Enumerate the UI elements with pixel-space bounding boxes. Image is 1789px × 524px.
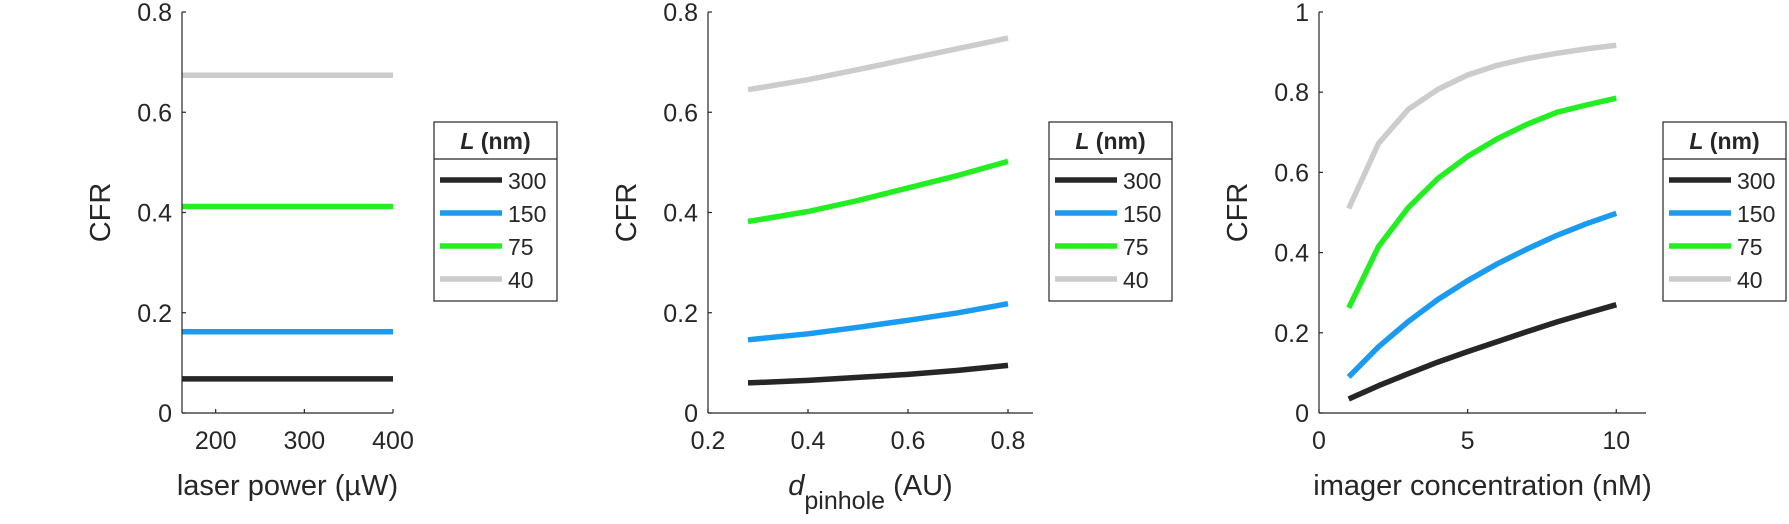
series-line-40 bbox=[747, 35, 1009, 93]
legend-entry-75: 75 bbox=[508, 234, 534, 260]
legend-entry-75: 75 bbox=[1123, 234, 1149, 260]
legend-title: L (nm) bbox=[1075, 128, 1145, 154]
chart-panel-1: 0 0.2 0.4 0.6 0.8 200 300 400 CFR laser power (µW… bbox=[85, 0, 558, 502]
y-tick-label: 0.6 bbox=[663, 99, 698, 127]
x-tick-label: 0.2 bbox=[691, 427, 726, 455]
y-tick-label: 0.6 bbox=[137, 99, 172, 127]
series-line-40 bbox=[1346, 42, 1617, 210]
legend-entry-40: 40 bbox=[1123, 267, 1149, 293]
legend-entry-300: 300 bbox=[1737, 168, 1775, 194]
y-tick-label: 0.2 bbox=[663, 300, 698, 328]
series-line-150 bbox=[1346, 210, 1618, 379]
series-line-75 bbox=[1346, 95, 1617, 310]
legend: L (nm) 300 150 75 40 bbox=[433, 121, 558, 302]
y-tick-label: 0 bbox=[1295, 400, 1309, 428]
legend-entry-75: 75 bbox=[1737, 234, 1763, 260]
x-tick-label: 0.6 bbox=[891, 427, 926, 455]
y-axis-label: CFR bbox=[85, 183, 117, 243]
x-tick-label: 10 bbox=[1602, 427, 1630, 455]
y-tick-label: 0.4 bbox=[137, 200, 172, 228]
legend-entry-40: 40 bbox=[1737, 267, 1763, 293]
legend: L (nm) 300 150 75 40 bbox=[1662, 121, 1787, 302]
x-tick-label: 0.4 bbox=[791, 427, 826, 455]
legend-title: L (nm) bbox=[1689, 128, 1759, 154]
legend-title: L (nm) bbox=[460, 128, 530, 154]
legend-entry-40: 40 bbox=[508, 267, 534, 293]
y-axis-label: CFR bbox=[611, 183, 643, 243]
y-tick-label: 0.4 bbox=[663, 200, 698, 228]
x-tick-label: 400 bbox=[372, 427, 414, 455]
legend-entry-300: 300 bbox=[1123, 168, 1161, 194]
y-tick-label: 0.6 bbox=[1274, 159, 1309, 187]
series-line-300 bbox=[1347, 302, 1618, 402]
y-tick-label: 0.2 bbox=[1274, 320, 1309, 348]
x-tick-label: 200 bbox=[195, 427, 237, 455]
series-line-300 bbox=[747, 362, 1009, 386]
y-tick-label: 0.4 bbox=[1274, 240, 1309, 268]
y-tick-label: 0 bbox=[684, 400, 698, 428]
y-tick-label: 0 bbox=[158, 400, 172, 428]
x-tick-label: 300 bbox=[283, 427, 325, 455]
y-tick-label: 0.2 bbox=[137, 300, 172, 328]
series-line-150 bbox=[747, 300, 1009, 343]
legend: L (nm) 300 150 75 40 bbox=[1048, 121, 1173, 302]
legend-entry-300: 300 bbox=[508, 168, 546, 194]
y-tick-label: 1 bbox=[1295, 0, 1309, 27]
x-axis-label: laser power (µW) bbox=[177, 470, 398, 502]
x-axis-label: imager concentration (nM) bbox=[1313, 470, 1651, 502]
y-tick-label: 0.8 bbox=[137, 0, 172, 27]
legend-entry-150: 150 bbox=[1737, 201, 1775, 227]
y-axis-label: CFR bbox=[1222, 183, 1254, 243]
series-line-75 bbox=[747, 158, 1009, 225]
legend-entry-150: 150 bbox=[1123, 201, 1161, 227]
x-tick-label: 0.8 bbox=[991, 427, 1026, 455]
x-tick-label: 0 bbox=[1312, 427, 1326, 455]
legend-entry-150: 150 bbox=[508, 201, 546, 227]
y-tick-label: 0.8 bbox=[1274, 79, 1309, 107]
x-tick-label: 5 bbox=[1461, 427, 1475, 455]
y-tick-label: 0.8 bbox=[663, 0, 698, 27]
x-axis-label: dpinhole (AU) bbox=[788, 470, 952, 515]
